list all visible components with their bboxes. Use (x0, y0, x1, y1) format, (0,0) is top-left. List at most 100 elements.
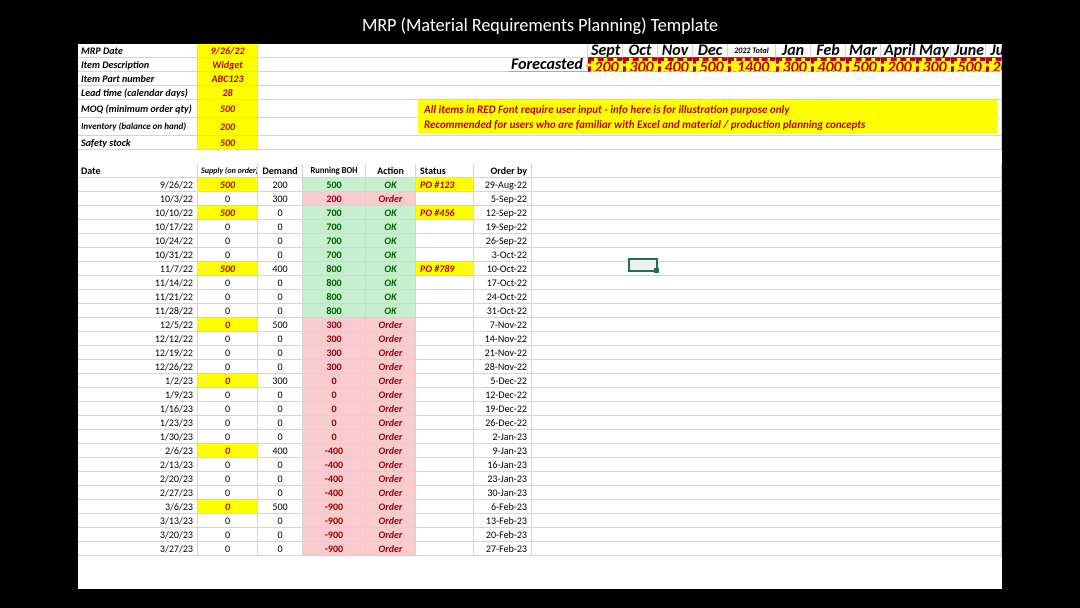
cell-action[interactable]: Order (366, 542, 416, 556)
cell-demand[interactable]: 0 (258, 248, 303, 262)
cell-boh[interactable]: 0 (303, 416, 366, 430)
cell-status[interactable] (416, 318, 474, 332)
empty-cell[interactable] (532, 178, 1002, 192)
empty-cell[interactable] (532, 304, 1002, 318)
cell-date[interactable]: 10/3/22 (78, 192, 198, 206)
empty-cell[interactable] (258, 86, 1002, 100)
cell-boh[interactable]: 0 (303, 374, 366, 388)
cell-boh[interactable]: 700 (303, 220, 366, 234)
cell-date[interactable]: 1/2/23 (78, 374, 198, 388)
cell-supply[interactable]: 500 (198, 206, 258, 220)
cell-supply[interactable]: 0 (198, 290, 258, 304)
cell-demand[interactable]: 0 (258, 486, 303, 500)
cell-demand[interactable]: 300 (258, 374, 303, 388)
cell-date[interactable]: 2/20/23 (78, 472, 198, 486)
cell-status[interactable] (416, 304, 474, 318)
cell-boh[interactable]: -400 (303, 472, 366, 486)
cell-orderby[interactable]: 21-Nov-22 (474, 346, 532, 360)
empty-cell[interactable] (532, 262, 1002, 276)
empty-cell[interactable] (532, 220, 1002, 234)
cell-status[interactable] (416, 276, 474, 290)
cell-orderby[interactable]: 2-Jan-23 (474, 430, 532, 444)
cell-action[interactable]: Order (366, 402, 416, 416)
cell-date[interactable]: 12/19/22 (78, 346, 198, 360)
forecast-value[interactable]: 400 (658, 58, 693, 72)
cell-orderby[interactable]: 30-Jan-23 (474, 486, 532, 500)
cell-status[interactable] (416, 472, 474, 486)
forecast-value[interactable]: 500 (951, 58, 986, 72)
cell-date[interactable]: 3/20/23 (78, 528, 198, 542)
forecast-value[interactable]: 200 (986, 58, 1002, 72)
cell-date[interactable]: 11/7/22 (78, 262, 198, 276)
cell-status[interactable] (416, 248, 474, 262)
cell-action[interactable]: Order (366, 458, 416, 472)
empty-cell[interactable] (532, 248, 1002, 262)
cell-status[interactable] (416, 458, 474, 472)
value-lead-time[interactable]: 28 (198, 86, 258, 100)
cell-date[interactable]: 1/9/23 (78, 388, 198, 402)
cell-demand[interactable]: 0 (258, 290, 303, 304)
empty-cell[interactable] (532, 416, 1002, 430)
cell-supply[interactable]: 0 (198, 248, 258, 262)
cell-orderby[interactable]: 12-Dec-22 (474, 388, 532, 402)
empty-cell[interactable] (532, 402, 1002, 416)
empty-cell[interactable] (532, 346, 1002, 360)
empty-cell[interactable] (532, 528, 1002, 542)
cell-action[interactable]: Order (366, 444, 416, 458)
cell-demand[interactable]: 200 (258, 178, 303, 192)
cell-status[interactable] (416, 402, 474, 416)
cell-orderby[interactable]: 19-Sep-22 (474, 220, 532, 234)
value-item-desc[interactable]: Widget (198, 58, 258, 72)
cell-supply[interactable]: 0 (198, 374, 258, 388)
cell-boh[interactable]: -400 (303, 486, 366, 500)
cell-demand[interactable]: 400 (258, 262, 303, 276)
cell-date[interactable]: 2/27/23 (78, 486, 198, 500)
forecast-value[interactable]: 300 (623, 58, 658, 72)
cell-status[interactable] (416, 500, 474, 514)
cell-action[interactable]: Order (366, 472, 416, 486)
empty-cell[interactable] (508, 44, 588, 58)
cell-supply[interactable]: 0 (198, 332, 258, 346)
forecast-value[interactable]: 200 (588, 58, 623, 72)
forecast-value[interactable]: 300 (916, 58, 951, 72)
empty-cell[interactable] (532, 472, 1002, 486)
cell-action[interactable]: OK (366, 206, 416, 220)
cell-supply[interactable]: 0 (198, 472, 258, 486)
cell-orderby[interactable]: 26-Dec-22 (474, 416, 532, 430)
cell-demand[interactable]: 0 (258, 388, 303, 402)
cell-boh[interactable]: 700 (303, 234, 366, 248)
cell-status[interactable] (416, 430, 474, 444)
cell-date[interactable]: 10/10/22 (78, 206, 198, 220)
cell-status[interactable]: PO #456 (416, 206, 474, 220)
cell-action[interactable]: OK (366, 262, 416, 276)
cell-supply[interactable]: 0 (198, 500, 258, 514)
cell-orderby[interactable]: 9-Jan-23 (474, 444, 532, 458)
cell-action[interactable]: Order (366, 318, 416, 332)
cell-supply[interactable]: 0 (198, 304, 258, 318)
cell-action[interactable]: OK (366, 178, 416, 192)
cell-boh[interactable]: -900 (303, 500, 366, 514)
cell-boh[interactable]: 700 (303, 206, 366, 220)
empty-cell[interactable] (532, 444, 1002, 458)
cell-date[interactable]: 11/28/22 (78, 304, 198, 318)
cell-supply[interactable]: 0 (198, 458, 258, 472)
cell-demand[interactable]: 400 (258, 444, 303, 458)
forecast-value[interactable]: 200 (881, 58, 916, 72)
cell-orderby[interactable]: 3-Oct-22 (474, 248, 532, 262)
cell-supply[interactable]: 0 (198, 514, 258, 528)
cell-status[interactable] (416, 374, 474, 388)
cell-supply[interactable]: 0 (198, 346, 258, 360)
cell-orderby[interactable]: 14-Nov-22 (474, 332, 532, 346)
empty-cell[interactable] (532, 458, 1002, 472)
cell-date[interactable]: 1/16/23 (78, 402, 198, 416)
cell-boh[interactable]: 300 (303, 346, 366, 360)
cell-boh[interactable]: -900 (303, 542, 366, 556)
cell-boh[interactable]: -400 (303, 458, 366, 472)
value-moq[interactable]: 500 (198, 100, 258, 118)
cell-orderby[interactable]: 19-Dec-22 (474, 402, 532, 416)
cell-demand[interactable]: 300 (258, 192, 303, 206)
empty-cell[interactable] (532, 234, 1002, 248)
cell-date[interactable]: 10/24/22 (78, 234, 198, 248)
cell-date[interactable]: 9/26/22 (78, 178, 198, 192)
cell-action[interactable]: Order (366, 332, 416, 346)
